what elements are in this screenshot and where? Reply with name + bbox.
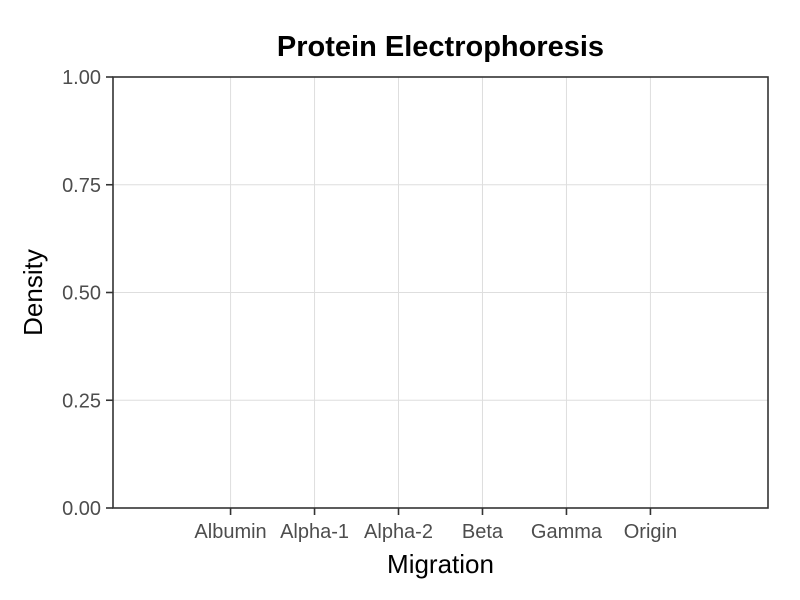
y-tick-label: 0.25 [62, 390, 101, 412]
y-tick-label: 0.50 [62, 283, 101, 305]
y-gridlines [113, 76, 768, 509]
y-axis: 0.00 0.25 0.50 0.75 1.00 [62, 67, 113, 520]
x-axis: Albumin Alpha-1 Alpha-2 Beta Gamma Origin [194, 508, 677, 543]
y-tick-label: 0.75 [62, 175, 101, 197]
x-tick-label: Albumin [194, 521, 266, 543]
x-tick-label: Origin [624, 521, 677, 543]
x-tick-label: Alpha-1 [280, 521, 349, 543]
x-tick-label: Alpha-2 [364, 521, 433, 543]
y-axis-title: Density [18, 249, 48, 336]
chart-title: Protein Electrophoresis [277, 31, 604, 63]
x-tick-label: Beta [462, 521, 504, 543]
x-axis-title: Migration [387, 549, 494, 579]
x-tick-label: Gamma [531, 521, 603, 543]
y-tick-label: 1.00 [62, 67, 101, 89]
y-tick-label: 0.00 [62, 498, 101, 520]
x-gridlines [230, 77, 651, 508]
